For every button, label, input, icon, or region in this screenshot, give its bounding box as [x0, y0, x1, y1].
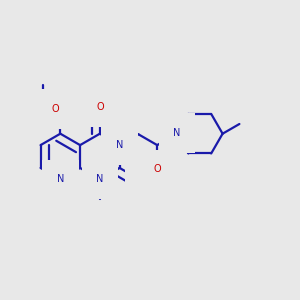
Text: O: O — [52, 104, 59, 114]
Text: N: N — [173, 128, 181, 138]
Text: N: N — [96, 174, 103, 184]
Text: O: O — [139, 176, 147, 186]
Text: N: N — [116, 140, 123, 150]
Text: N: N — [57, 174, 64, 184]
Text: O: O — [153, 164, 161, 174]
Text: O: O — [96, 102, 104, 112]
